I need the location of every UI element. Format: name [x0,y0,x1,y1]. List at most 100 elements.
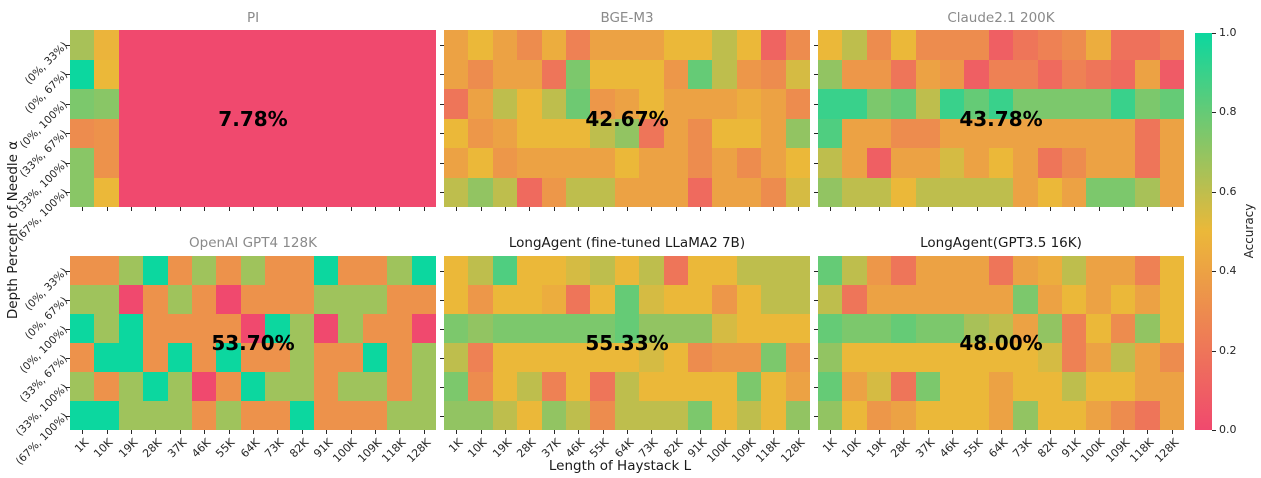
x-tick-label: 109K [729,436,759,466]
heatmap-cell [818,285,843,314]
heatmap-cell [639,89,664,119]
heatmap-cell [240,118,266,148]
heatmap-cell [240,401,266,430]
heatmap-cell [240,30,266,60]
heatmap-cell [1061,59,1087,89]
heatmap-cell [517,177,542,207]
heatmap-cell [541,314,566,343]
heatmap-cell [939,256,965,285]
heatmap-cell [663,372,688,401]
x-tick-mark [131,207,132,211]
heatmap-cell [216,177,241,207]
heatmap-cell [565,256,591,285]
x-tick-label: 64K [985,436,1011,461]
heatmap-cell [1159,30,1184,60]
heatmap-cell [939,343,965,372]
heatmap-cell [761,148,786,178]
heatmap-cell [939,148,965,178]
heatmap-cell [785,177,810,207]
x-tick-label: 109K [1103,436,1133,466]
heatmap-cell [565,30,591,60]
y-tick-mark [66,74,70,76]
heatmap-cell [1013,256,1038,285]
heatmap-cell [191,343,217,372]
heatmap-cell [761,401,786,430]
heatmap-cell [663,30,688,60]
heatmap-cell [1013,59,1038,89]
x-tick-mark [179,207,181,211]
x-tick-mark [228,430,230,434]
average-accuracy-label: 43.78% [959,106,1043,131]
y-tick-mark [814,386,818,388]
heatmap-cell [492,372,518,401]
heatmap-cell [143,30,168,60]
heatmap-cell [492,285,518,314]
heatmap-5 [818,256,1184,430]
x-tick-mark [1123,207,1124,211]
heatmap-cell [167,118,192,148]
heatmap-cell [362,59,388,89]
y-tick-mark [814,415,818,417]
heatmap-cell [1037,285,1062,314]
heatmap-cell [94,314,119,343]
heatmap-cell [94,401,119,430]
x-tick-mark [505,207,506,211]
heatmap-cell [118,148,144,178]
heatmap-cell [842,256,867,285]
heatmap-cell [468,372,493,401]
heatmap-cell [712,343,737,372]
heatmap-cell [167,148,192,178]
heatmap-cell [167,372,192,401]
heatmap-cell [167,285,192,314]
heatmap-cell [1013,372,1038,401]
x-tick-mark [1171,207,1173,211]
heatmap-cell [362,401,388,430]
y-tick-mark [66,415,70,417]
y-tick-mark [66,386,70,388]
heatmap-cell [1037,256,1062,285]
x-tick-mark [82,430,84,434]
x-tick-mark [830,207,832,211]
x-tick-mark [553,207,555,211]
heatmap-cell [1061,314,1087,343]
y-tick-mark [66,133,70,135]
heatmap-cell [191,59,217,89]
colorbar-tick-label: 1.0 [1219,26,1237,39]
heatmap-cell [1159,401,1184,430]
y-tick-mark [814,299,818,301]
heatmap-cell [70,30,95,60]
heatmap-cell [590,118,615,148]
heatmap-cell [362,148,388,178]
heatmap-cell [866,343,892,372]
x-tick-label: 100K [330,436,360,466]
heatmap-cell [818,89,843,119]
heatmap-cell [736,285,762,314]
y-tick-mark [814,192,818,194]
x-tick-label: 46K [189,436,214,461]
heatmap-cell [70,256,95,285]
heatmap-cell [94,148,119,178]
heatmap-cell [118,177,144,207]
heatmap-cell [891,59,916,89]
heatmap-cell [1061,118,1087,148]
heatmap-cell [191,30,217,60]
x-tick-mark [627,430,628,434]
heatmap-cell [216,372,241,401]
heatmap-cell [1110,30,1136,60]
heatmap-cell [842,177,867,207]
x-tick-label: 1K [72,436,92,456]
heatmap-cell [313,89,339,119]
heatmap-cell [590,343,615,372]
heatmap-cell [964,343,989,372]
heatmap-cell [736,59,762,89]
heatmap-cell [866,59,892,89]
heatmap-cell [818,343,843,372]
heatmap-cell [313,177,339,207]
x-tick-mark [1049,207,1051,211]
heatmap-cell [663,148,688,178]
panel-title: LongAgent(GPT3.5 16K) [920,235,1082,251]
heatmap-cell [1061,89,1087,119]
heatmap-cell [1110,89,1136,119]
heatmap-cell [118,256,144,285]
heatmap-cell [167,177,192,207]
